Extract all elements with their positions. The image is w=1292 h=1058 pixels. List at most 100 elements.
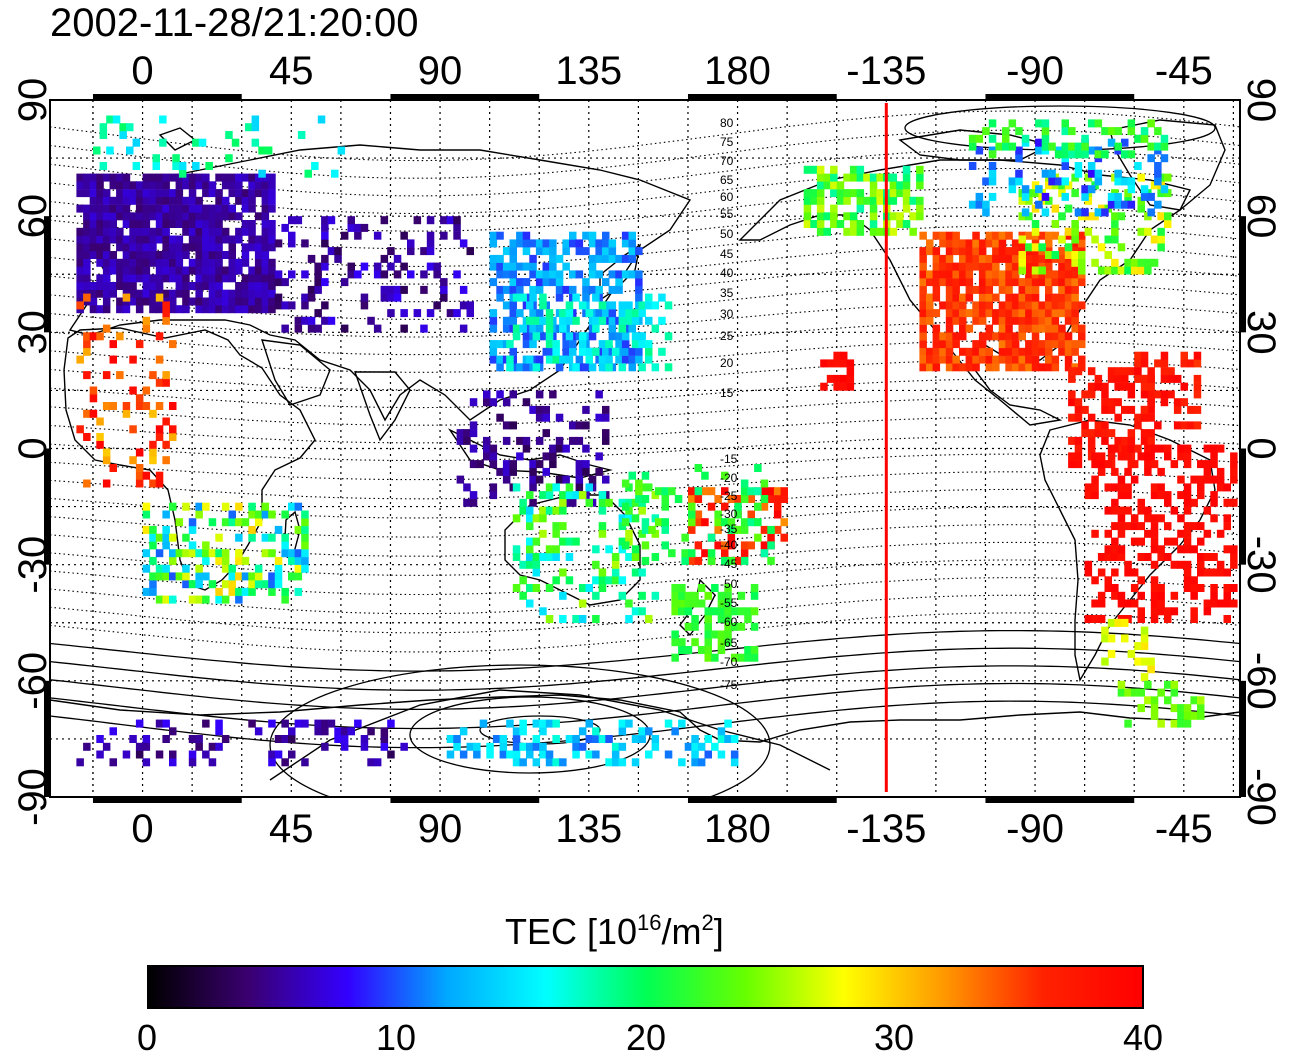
tec-cell xyxy=(387,262,395,271)
tec-cell xyxy=(578,727,587,736)
tec-cell xyxy=(932,254,941,263)
tec-cell xyxy=(235,212,243,221)
tec-cell xyxy=(83,204,91,213)
tec-cell xyxy=(76,355,84,364)
tec-cell xyxy=(876,196,884,205)
tec-cell xyxy=(281,533,289,542)
tec-cell xyxy=(717,750,726,759)
tec-cell xyxy=(231,138,240,147)
tec-cell xyxy=(89,305,98,314)
tec-cell xyxy=(182,181,190,190)
bottom-longitude-label: 45 xyxy=(269,807,314,851)
tec-cell xyxy=(985,270,993,279)
tec-cell xyxy=(849,189,858,198)
tec-cell xyxy=(169,196,177,205)
tec-cell xyxy=(489,460,498,469)
tec-cell xyxy=(1104,460,1112,469)
tec-cell xyxy=(972,340,980,349)
tec-cell xyxy=(704,750,712,759)
tec-cell xyxy=(1164,444,1172,453)
tec-cell xyxy=(502,436,511,445)
tec-cell xyxy=(215,196,223,205)
tec-cell xyxy=(1002,127,1010,136)
tec-cell xyxy=(978,301,987,310)
tec-cell xyxy=(149,258,157,267)
tec-cell xyxy=(288,216,296,225)
tec-cell xyxy=(529,254,537,263)
tec-cell xyxy=(202,719,210,728)
tec-cell xyxy=(688,556,696,565)
tec-cell xyxy=(611,742,620,751)
tec-cell xyxy=(489,254,498,263)
tec-cell xyxy=(631,340,640,349)
tec-cell xyxy=(76,204,84,213)
tec-cell xyxy=(1130,599,1139,608)
tec-cell xyxy=(1018,278,1026,287)
tec-cell xyxy=(516,285,524,294)
tec-cell xyxy=(1084,227,1093,236)
tec-cell xyxy=(645,316,653,325)
tec-cell xyxy=(1114,382,1122,391)
tec-cell xyxy=(1101,208,1109,217)
tec-cell xyxy=(823,227,831,236)
tec-cell xyxy=(1210,599,1218,608)
tec-cell xyxy=(380,293,389,302)
tec-cell xyxy=(945,324,954,333)
tec-cell xyxy=(1048,177,1056,186)
tec-cell xyxy=(694,556,703,565)
tec-cell xyxy=(1144,444,1152,453)
tec-cell xyxy=(820,382,828,391)
tec-cell xyxy=(1101,436,1109,445)
tec-cell xyxy=(89,181,98,190)
tec-cell xyxy=(182,204,190,213)
tec-cell xyxy=(1054,150,1063,159)
tec-cell xyxy=(869,212,878,221)
tec-cell xyxy=(261,549,270,558)
tec-cell xyxy=(1134,351,1142,360)
tec-cell xyxy=(496,340,504,349)
tec-cell xyxy=(142,243,151,252)
tec-cell xyxy=(684,622,693,631)
tec-cell xyxy=(1094,382,1103,391)
tec-cell xyxy=(221,196,230,205)
tec-cell xyxy=(502,316,511,325)
tec-cell xyxy=(155,719,164,728)
tec-cell xyxy=(1071,278,1079,287)
tec-cell xyxy=(208,220,217,228)
tec-cell xyxy=(254,181,263,190)
tec-cell xyxy=(602,413,610,422)
tec-cell xyxy=(142,173,151,182)
tec-cell xyxy=(1183,491,1192,500)
tec-cell xyxy=(162,533,170,542)
tec-cell xyxy=(254,212,263,221)
tec-cell xyxy=(1094,169,1103,178)
tec-cell xyxy=(149,533,157,542)
tec-cell xyxy=(162,456,170,465)
tec-cell xyxy=(502,285,511,294)
tec-cell xyxy=(162,378,170,387)
tec-cell xyxy=(1035,138,1043,147)
tec-cell xyxy=(926,278,934,287)
tec-cell xyxy=(773,495,782,503)
tec-cell xyxy=(1068,127,1076,136)
tec-cell xyxy=(952,301,960,310)
tec-cell xyxy=(102,204,111,213)
tec-cell xyxy=(393,285,402,294)
tec-cell xyxy=(109,266,117,275)
tec-cell xyxy=(1058,324,1066,333)
tec-cell xyxy=(846,359,855,368)
tec-cell xyxy=(135,448,144,457)
tec-cell xyxy=(985,363,993,372)
tec-cell xyxy=(843,189,851,198)
tec-cell xyxy=(965,324,974,333)
tec-cell xyxy=(830,212,838,221)
tec-cell xyxy=(985,254,993,263)
tec-cell xyxy=(1134,413,1142,422)
tec-cell xyxy=(1144,514,1152,523)
tec-cell xyxy=(102,266,111,275)
tec-cell xyxy=(760,495,769,503)
tec-cell xyxy=(288,572,296,581)
tec-cell xyxy=(1230,467,1238,476)
tec-cell xyxy=(142,220,151,228)
tec-cell xyxy=(919,247,927,256)
